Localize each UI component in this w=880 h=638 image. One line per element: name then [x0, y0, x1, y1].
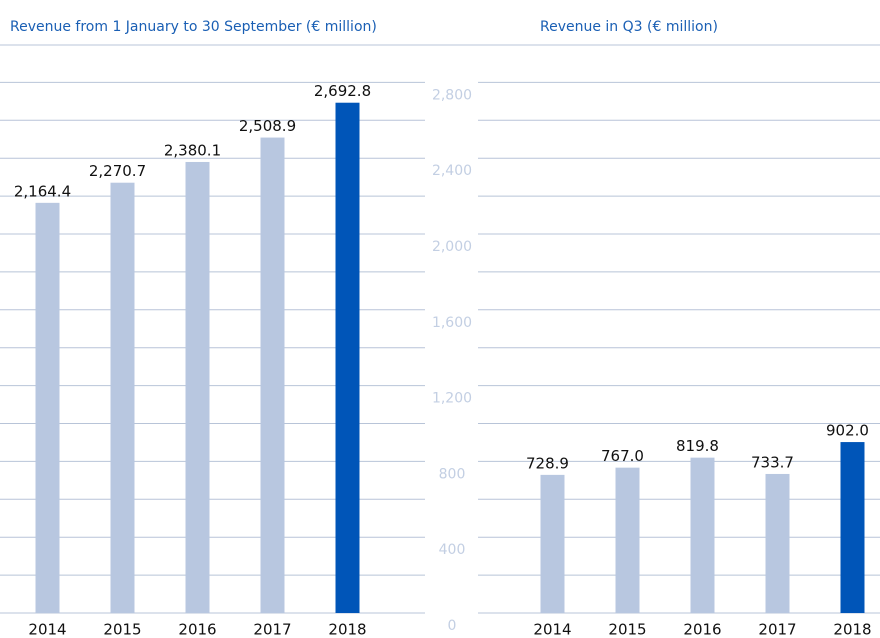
- bar: [540, 474, 565, 613]
- value-label: 2,508.9: [239, 117, 296, 135]
- x-tick-label: 2015: [608, 621, 646, 638]
- y-tick-label: 800: [439, 466, 466, 482]
- bar: [765, 473, 790, 613]
- bar: [260, 137, 285, 613]
- bar: [690, 457, 715, 613]
- y-tick-label: 2,800: [432, 87, 472, 103]
- bar: [335, 102, 360, 613]
- bar: [840, 442, 865, 613]
- y-tick-label: 2,400: [432, 163, 472, 179]
- value-label: 728.9: [526, 454, 569, 472]
- value-label: 733.7: [751, 453, 794, 471]
- value-label: 767.0: [601, 447, 644, 465]
- chart-title: Revenue in Q3 (€ million): [540, 19, 718, 35]
- value-label: 819.8: [676, 437, 719, 455]
- bar: [185, 161, 210, 613]
- x-tick-label: 2018: [328, 621, 366, 638]
- y-tick-label: 1,600: [432, 315, 472, 331]
- y-tick-label: 2,000: [432, 239, 472, 255]
- x-tick-label: 2016: [178, 621, 216, 638]
- value-label: 902.0: [826, 422, 869, 440]
- y-tick-label: 0: [448, 618, 457, 634]
- value-label: 2,164.4: [14, 182, 71, 200]
- chart-title: Revenue from 1 January to 30 September (…: [10, 19, 377, 35]
- x-tick-label: 2015: [103, 621, 141, 638]
- x-tick-label: 2014: [28, 621, 66, 638]
- value-label: 2,692.8: [314, 82, 371, 100]
- x-tick-label: 2018: [833, 621, 871, 638]
- bar: [110, 182, 135, 614]
- x-tick-label: 2017: [758, 621, 796, 638]
- bar: [615, 467, 640, 613]
- x-tick-label: 2017: [253, 621, 291, 638]
- value-label: 2,380.1: [164, 141, 221, 159]
- x-tick-label: 2016: [683, 621, 721, 638]
- x-tick-label: 2014: [533, 621, 571, 638]
- y-tick-label: 1,200: [432, 391, 472, 407]
- bar: [35, 202, 60, 614]
- y-tick-label: 400: [439, 542, 466, 558]
- value-label: 2,270.7: [89, 162, 146, 180]
